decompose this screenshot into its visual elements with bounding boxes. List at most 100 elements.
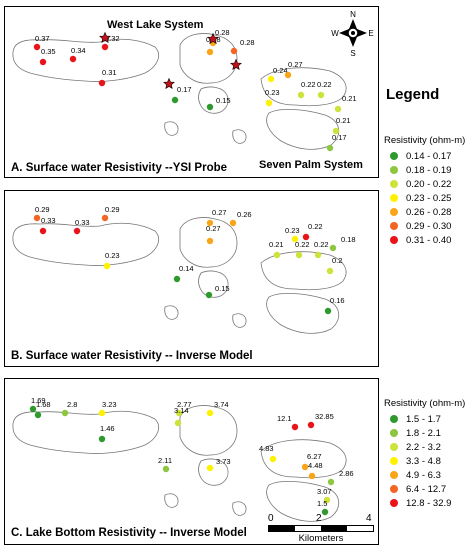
sample-value-label: 1.46	[100, 424, 115, 433]
sample-point	[61, 409, 69, 417]
legend-class-label: 6.4 - 12.7	[406, 483, 447, 495]
sample-point	[39, 58, 47, 66]
sample-value-label: 0.17	[332, 133, 347, 142]
sample-point	[273, 251, 281, 259]
sample-value-label: 0.22	[308, 222, 323, 231]
bottom-legend-rows: 1.5 - 1.7 1.8 - 2.1 2.2 - 3.2 3.3 - 4.8 4.9 …	[384, 412, 465, 510]
legend-row: 1.5 - 1.7	[384, 412, 465, 426]
bottom-legend-heading: Resistivity (ohm-m)	[384, 398, 466, 409]
lake-outline	[12, 38, 159, 82]
sample-value-label: 32.85	[315, 412, 334, 421]
sample-value-label: 0.37	[35, 34, 50, 43]
sample-point	[267, 75, 275, 83]
sample-point	[321, 508, 329, 516]
sample-point	[98, 435, 106, 443]
sample-point	[206, 464, 214, 472]
seven-palm-system-label: Seven Palm System	[259, 159, 363, 171]
legend-class-label: 12.8 - 32.9	[406, 497, 452, 509]
sample-point	[171, 96, 179, 104]
sample-value-label: 0.21	[342, 94, 357, 103]
sample-point	[98, 409, 106, 417]
south-label: S	[350, 49, 355, 58]
sample-value-label: 0.26	[237, 210, 252, 219]
legend-class-label: 3.3 - 4.8	[406, 455, 441, 467]
sample-value-label: 4.48	[308, 461, 323, 470]
scale-tick-0: 0	[268, 513, 274, 524]
legend-swatch-icon	[390, 152, 398, 160]
north-arrow-icon: N E S W	[331, 10, 373, 58]
sample-value-label: 3.14	[174, 406, 189, 415]
sample-value-label: 2.11	[158, 456, 172, 465]
sample-value-label: 0.15	[215, 284, 230, 293]
sample-value-label: 0.16	[330, 296, 345, 305]
sample-value-label: 0.15	[216, 96, 231, 105]
legend-swatch-icon	[390, 485, 398, 493]
sample-value-label: 0.32	[105, 34, 120, 43]
sample-value-label: 2.86	[339, 469, 354, 478]
sample-value-label: 0.22	[295, 240, 310, 249]
legend-swatch-icon	[390, 415, 398, 423]
sample-point	[291, 235, 299, 243]
lake-outline	[266, 109, 339, 150]
lake-outline	[266, 481, 339, 522]
legend-row: 3.3 - 4.8	[384, 454, 465, 468]
sample-point	[205, 291, 213, 299]
sample-point	[326, 144, 334, 152]
legend-row: 0.29 - 0.30	[384, 219, 465, 233]
sample-value-label: 0.31	[102, 68, 117, 77]
star-marker	[207, 32, 219, 45]
star-marker	[99, 31, 111, 44]
sample-point	[206, 48, 214, 56]
lake-outline	[198, 270, 229, 298]
north-label: N	[350, 10, 356, 19]
sample-value-label: 0.14	[179, 264, 194, 273]
scale-tick-4: 4	[366, 513, 372, 524]
legend-swatch-icon	[390, 499, 398, 507]
sample-value-label: 2.8	[67, 400, 77, 409]
sample-point	[314, 251, 322, 259]
sample-point	[33, 43, 41, 51]
sample-point	[33, 214, 41, 222]
sample-point	[69, 55, 77, 63]
legend-row: 0.14 - 0.17	[384, 149, 465, 163]
west-lake-system-label: West Lake System	[107, 19, 204, 31]
lake-outline	[198, 86, 229, 114]
map-panel-c: 1.69 1.68 2.8 3.23 1.46 2.77 3.14 3.74 2.11 3.73 1…	[4, 378, 379, 545]
panel-c-title: C. Lake Bottom Resistivity -- Inverse Mo…	[11, 527, 247, 539]
sample-value-label: 0.21	[269, 240, 284, 249]
legend-row: 12.8 - 32.9	[384, 496, 465, 510]
sample-point	[332, 127, 340, 135]
sample-point	[175, 409, 183, 417]
sample-point	[39, 227, 47, 235]
sample-value-label: 0.21	[336, 116, 351, 125]
sample-point	[206, 219, 214, 227]
scale-bar: 0 2 4 Kilometers	[268, 513, 374, 544]
bottom-legend: Resistivity (ohm-m) 1.5 - 1.7 1.8 - 2.1 2.…	[384, 398, 465, 510]
legend-swatch-icon	[390, 471, 398, 479]
lake-outline	[179, 405, 238, 456]
sample-point	[98, 79, 106, 87]
sample-value-label: 0.23	[105, 251, 120, 260]
legend-class-label: 2.2 - 3.2	[406, 441, 441, 453]
sample-value-label: 0.33	[75, 218, 90, 227]
legend-class-label: 0.14 - 0.17	[406, 150, 452, 162]
sample-point	[295, 251, 303, 259]
sample-point	[162, 465, 170, 473]
legend-swatch-icon	[390, 180, 398, 188]
map-panel-b: 0.29 0.33 0.33 0.29 0.23 0.27 0.26 0.27 0.14 0.15…	[4, 190, 379, 367]
legend-class-label: 1.8 - 2.1	[406, 427, 441, 439]
legend-row: 0.20 - 0.22	[384, 177, 465, 191]
sample-point	[103, 262, 111, 270]
sample-point	[326, 267, 334, 275]
surface-legend: Resistivity (ohm-m) 0.14 - 0.17 0.18 - 0.…	[384, 135, 465, 247]
star-marker	[230, 58, 242, 71]
sample-point	[307, 421, 315, 429]
legend-row: 2.2 - 3.2	[384, 440, 465, 454]
lake-outline	[164, 121, 179, 136]
sample-point	[323, 496, 331, 504]
sample-value-label: 3.07	[317, 487, 332, 496]
legend-row: 4.9 - 6.3	[384, 468, 465, 482]
legend-class-label: 0.23 - 0.25	[406, 192, 452, 204]
sample-point	[206, 103, 214, 111]
legend-class-label: 1.5 - 1.7	[406, 413, 441, 425]
